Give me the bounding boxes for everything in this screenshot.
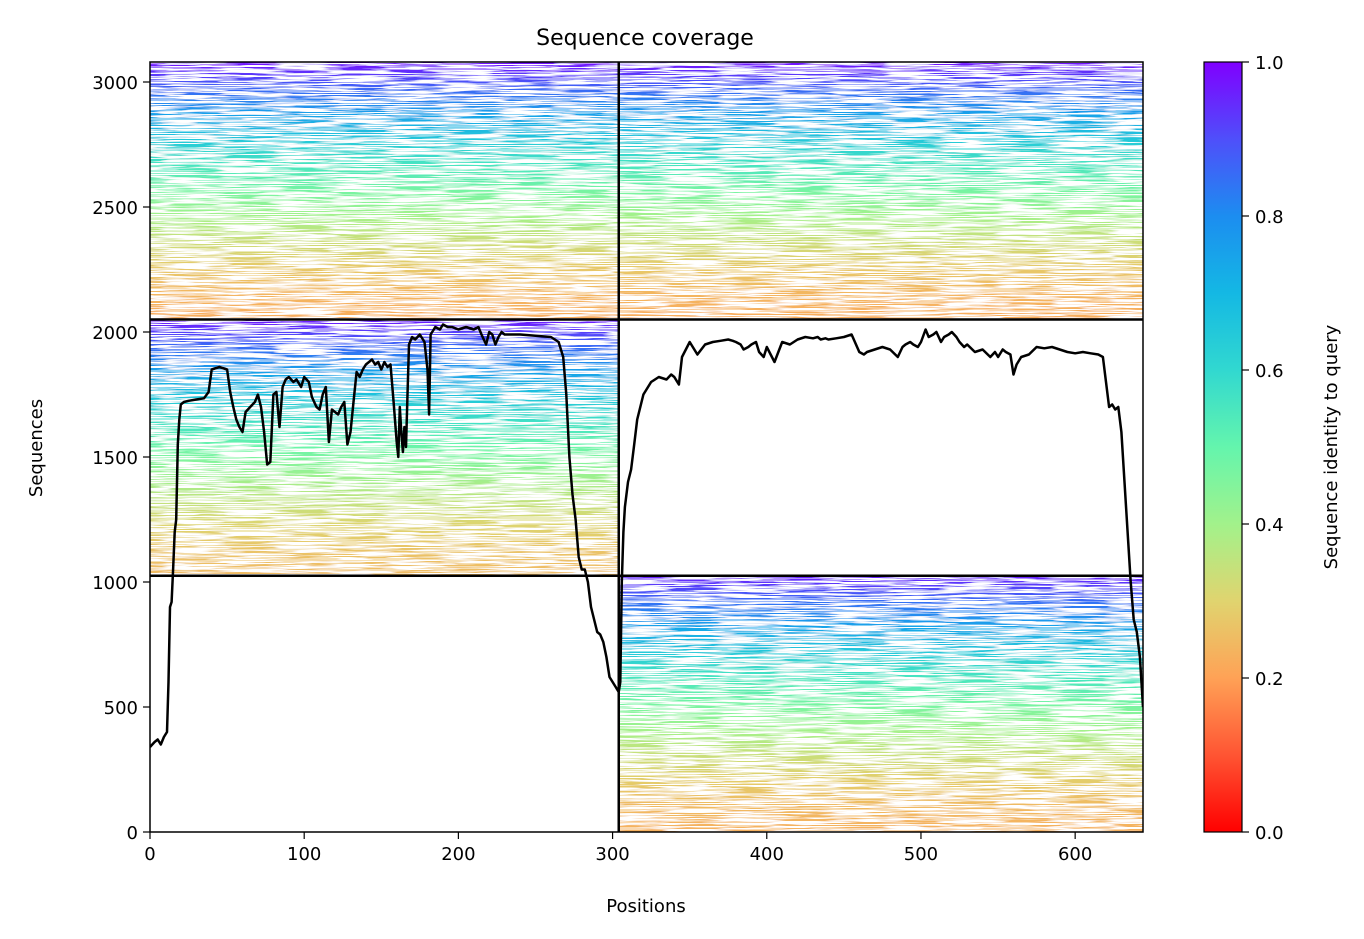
colorbar-tick-label: 0.2 [1255,669,1284,690]
x-tick-label: 400 [750,844,784,865]
x-tick-label: 100 [287,844,321,865]
colorbar-tick-label: 1.0 [1255,53,1284,74]
y-tick-label: 500 [104,698,138,719]
plot-frame [149,61,1144,833]
colorbar-tick-label: 0.4 [1255,515,1284,536]
coverage-line-layer [150,323,1143,748]
plot-area [149,61,1144,833]
x-tick-label: 0 [144,844,155,865]
msa-block [150,62,1143,319]
colorbar-tick-label: 0.6 [1255,361,1284,382]
y-tick-label: 1500 [92,448,138,469]
msa-block [619,576,1143,832]
x-tick-label: 200 [441,844,475,865]
coverage-line [150,323,1143,748]
colorbar-tick-label: 0.0 [1255,823,1284,844]
x-tick-label: 500 [904,844,938,865]
colorbar-label: Sequence identity to query [1321,324,1342,569]
chart-title: Sequence coverage [536,26,754,51]
y-tick-label: 2500 [92,198,138,219]
y-tick-label: 2000 [92,323,138,344]
msa-blocks [150,62,1143,832]
colorbar-bar [1203,61,1243,833]
x-tick-label: 600 [1058,844,1092,865]
y-axis: 0 500 1000 1500 2000 2500 3000 [92,73,150,844]
colorbar: 0.0 0.2 0.4 0.6 0.8 1.0 Sequence identity to … [1203,53,1342,844]
x-tick-label: 300 [595,844,629,865]
msa-block [150,320,619,576]
y-tick-label: 1000 [92,573,138,594]
x-axis-label: Positions [606,896,685,917]
y-axis-label: Sequences [26,399,47,497]
block-dividers [150,62,1143,832]
colorbar-tick-label: 0.8 [1255,207,1284,228]
colorbar-ticks: 0.0 0.2 0.4 0.6 0.8 1.0 [1242,53,1284,844]
y-tick-label: 0 [127,823,138,844]
x-axis: 0 100 200 300 400 500 600 [144,832,1092,865]
y-tick-label: 3000 [92,73,138,94]
